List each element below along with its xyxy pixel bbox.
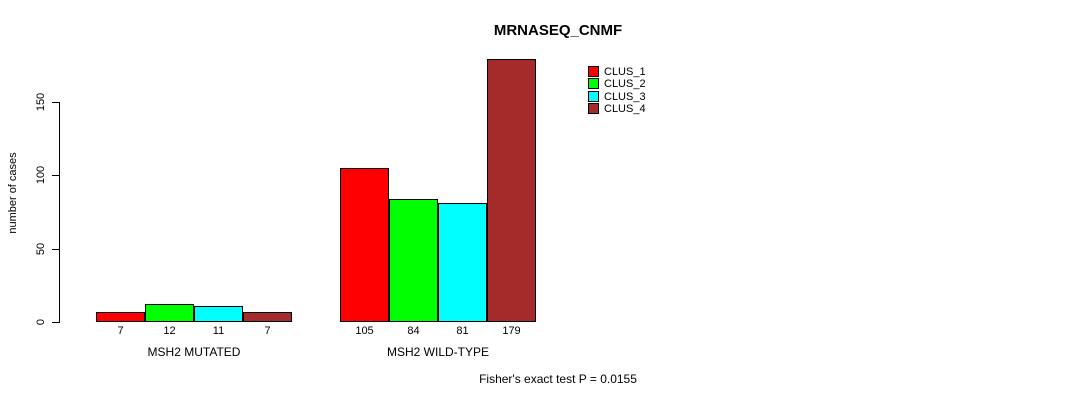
annotation-fishers-test: Fisher's exact test P = 0.0155 (479, 372, 637, 386)
bar-CLUS_2-group2 (389, 199, 438, 322)
bar-value-label-CLUS_1-group2: 105 (355, 325, 374, 337)
legend-swatch-CLUS_1 (588, 66, 599, 77)
category-label-1: MSH2 MUTATED (147, 345, 241, 359)
bar-value-label-CLUS_4-group1: 7 (264, 325, 271, 337)
legend-label-CLUS_4: CLUS_4 (604, 103, 646, 115)
bar-CLUS_3-group2 (438, 203, 487, 322)
y-tick-label-150: 150 (35, 92, 47, 112)
y-tick-50 (52, 249, 59, 250)
bar-CLUS_3-group1 (194, 306, 243, 322)
category-label-2: MSH2 WILD-TYPE (386, 345, 490, 359)
y-tick-label-0: 0 (35, 318, 47, 326)
legend-label-CLUS_3: CLUS_3 (604, 91, 646, 103)
bar-value-label-CLUS_2-group2: 84 (407, 325, 420, 337)
y-tick-label-100: 100 (35, 165, 47, 185)
bar-CLUS_4-group1 (243, 312, 292, 322)
legend-swatch-CLUS_4 (588, 103, 599, 114)
y-tick-label-50: 50 (35, 242, 47, 256)
bar-CLUS_2-group1 (145, 304, 194, 322)
legend-label-CLUS_2: CLUS_2 (604, 78, 646, 90)
y-tick-0 (52, 322, 59, 323)
bar-value-label-CLUS_1-group1: 7 (117, 325, 124, 337)
legend-label-CLUS_1: CLUS_1 (604, 66, 646, 78)
chart-title: MRNASEQ_CNMF (493, 22, 623, 39)
bar-value-label-CLUS_3-group1: 11 (212, 325, 225, 337)
y-axis-title: number of cases (7, 152, 19, 234)
y-tick-150 (52, 102, 59, 103)
bar-CLUS_1-group1 (96, 312, 145, 322)
y-axis-line (59, 102, 60, 323)
y-tick-100 (52, 175, 59, 176)
legend-swatch-CLUS_2 (588, 78, 599, 89)
bar-CLUS_1-group2 (340, 168, 389, 322)
bar-CLUS_4-group2 (487, 59, 536, 322)
bar-value-label-CLUS_3-group2: 81 (456, 325, 469, 337)
legend-swatch-CLUS_3 (588, 91, 599, 102)
bar-value-label-CLUS_2-group1: 12 (163, 325, 176, 337)
bar-value-label-CLUS_4-group2: 179 (502, 325, 521, 337)
